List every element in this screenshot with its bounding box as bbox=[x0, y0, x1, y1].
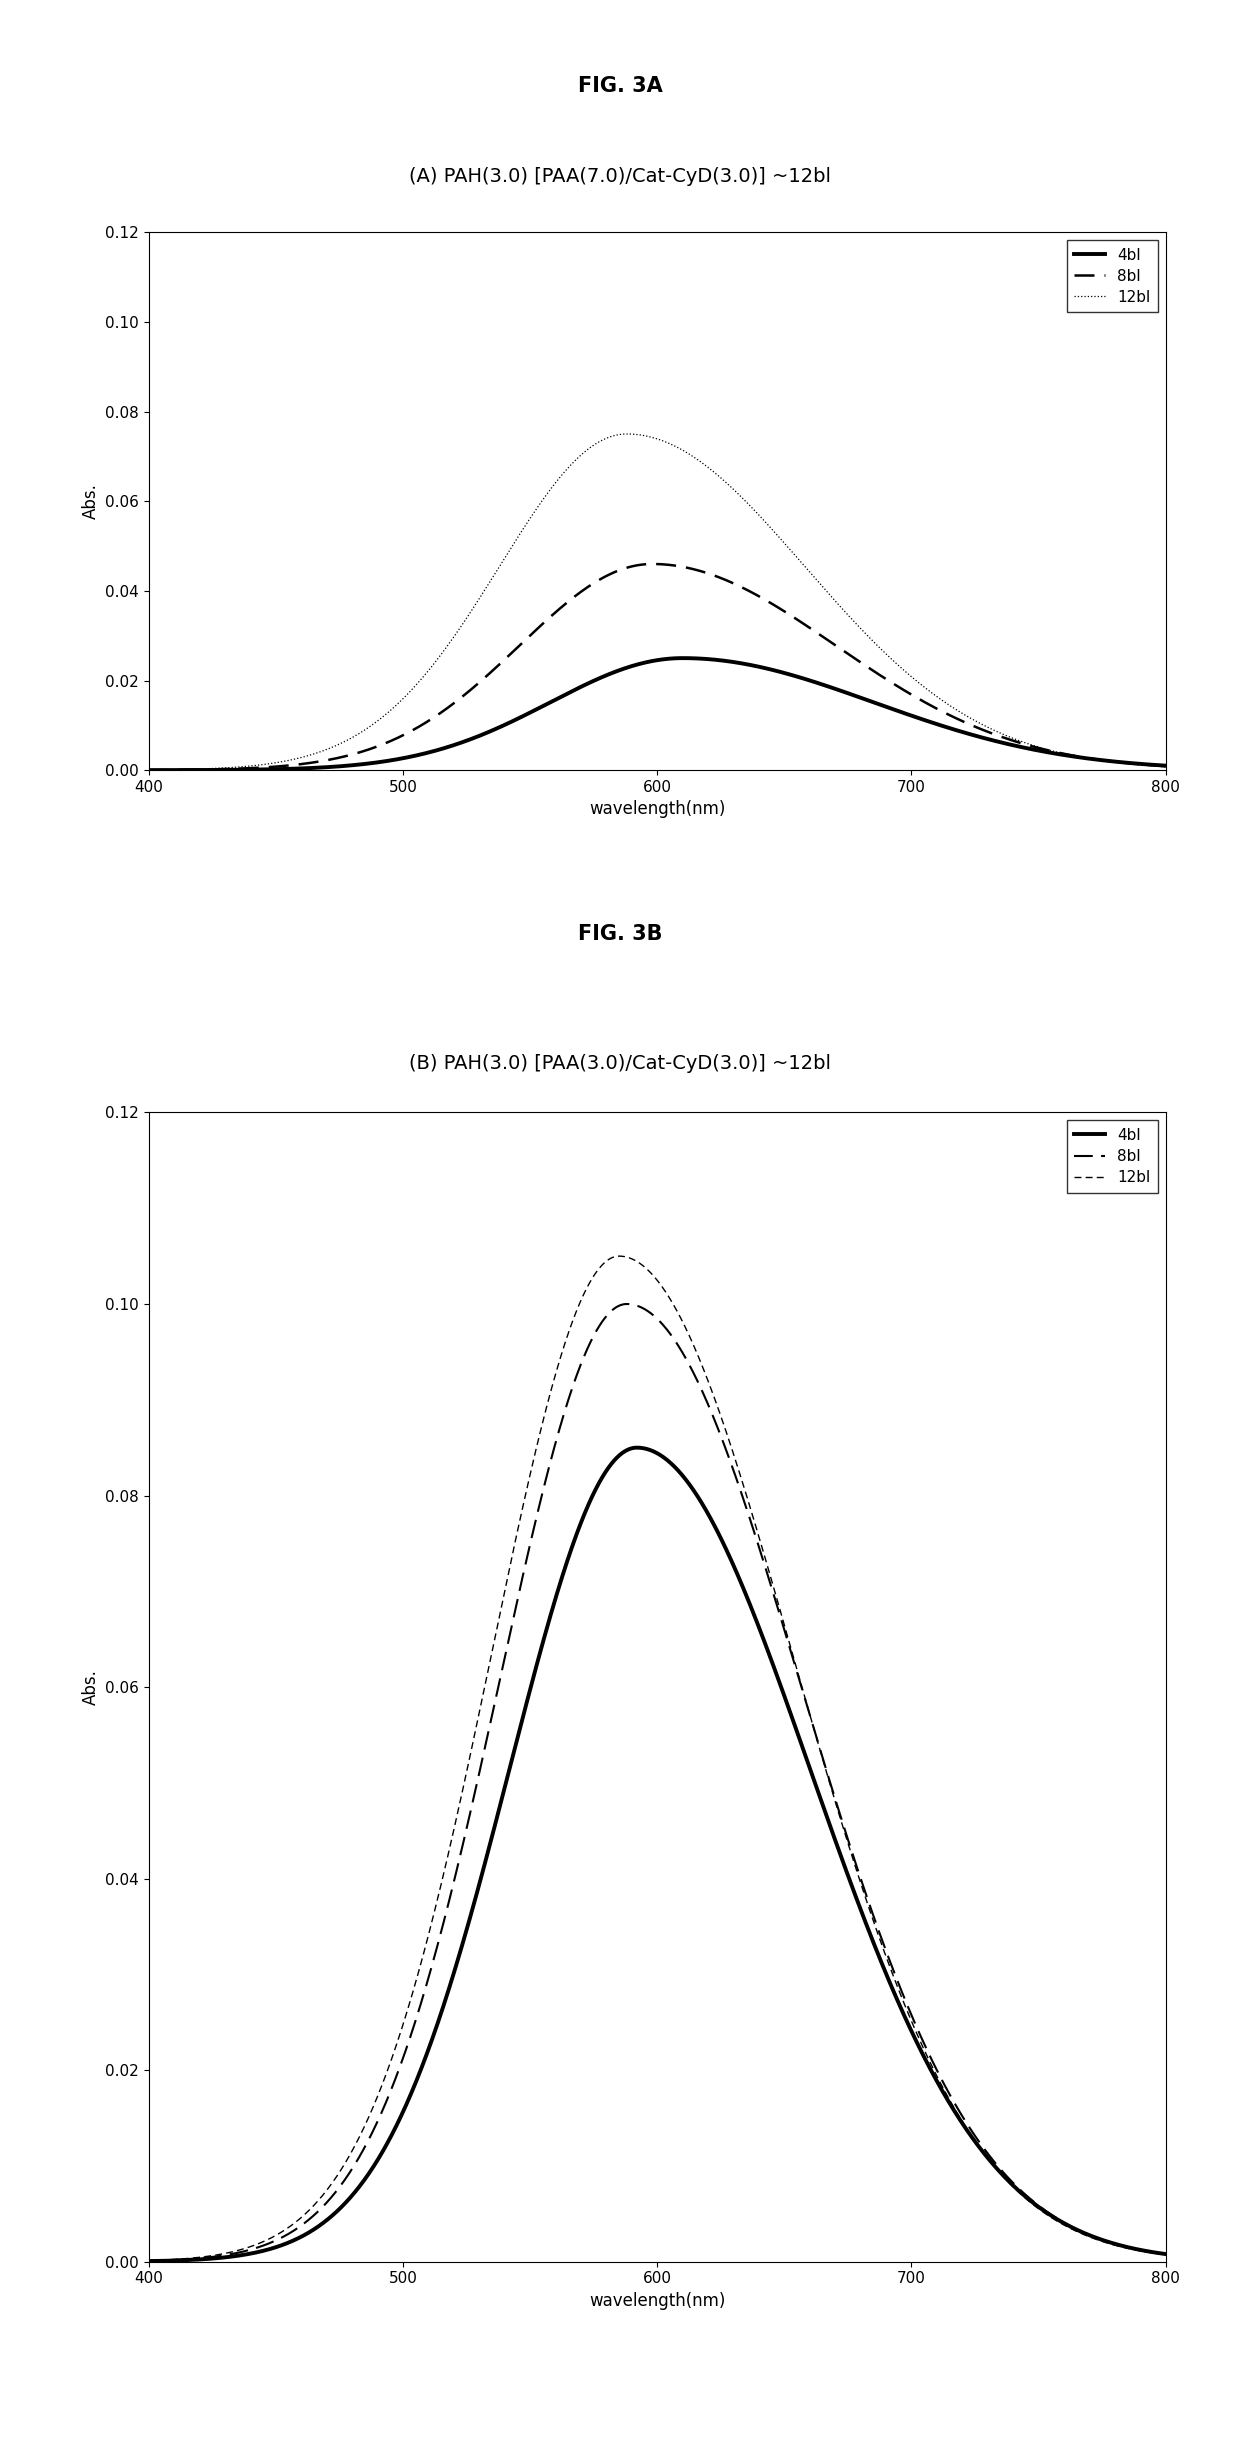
8bl bbox=[1158, 2240, 1173, 2269]
4bl bbox=[609, 658, 624, 687]
8bl bbox=[942, 702, 957, 731]
Line: 8bl: 8bl bbox=[149, 565, 1166, 770]
4bl bbox=[1130, 748, 1145, 778]
8bl bbox=[1128, 2235, 1143, 2264]
Line: 12bl: 12bl bbox=[149, 1257, 1166, 2262]
12bl bbox=[609, 421, 624, 450]
12bl bbox=[1130, 751, 1145, 780]
8bl bbox=[636, 550, 651, 579]
4bl bbox=[1158, 2240, 1173, 2269]
8bl bbox=[1130, 2235, 1145, 2264]
Text: FIG. 3B: FIG. 3B bbox=[578, 924, 662, 944]
8bl bbox=[1130, 748, 1145, 778]
12bl bbox=[193, 2242, 208, 2271]
8bl bbox=[193, 2245, 208, 2274]
4bl bbox=[1128, 2235, 1143, 2264]
8bl bbox=[609, 557, 624, 587]
Line: 12bl: 12bl bbox=[149, 435, 1166, 770]
12bl bbox=[609, 1242, 624, 1271]
4bl bbox=[942, 714, 957, 743]
8bl bbox=[141, 756, 156, 785]
4bl bbox=[1130, 2235, 1145, 2264]
Y-axis label: Abs.: Abs. bbox=[82, 1670, 99, 1704]
4bl bbox=[636, 1433, 651, 1462]
4bl bbox=[1158, 751, 1173, 780]
Y-axis label: Abs.: Abs. bbox=[82, 484, 99, 518]
Text: (B) PAH(3.0) [PAA(3.0)/Cat-CyD(3.0)] ~12bl: (B) PAH(3.0) [PAA(3.0)/Cat-CyD(3.0)] ~12… bbox=[409, 1054, 831, 1073]
12bl bbox=[141, 2247, 156, 2276]
12bl bbox=[141, 756, 156, 785]
12bl bbox=[1158, 2240, 1173, 2269]
4bl bbox=[630, 1433, 645, 1462]
12bl bbox=[1128, 751, 1143, 780]
4bl bbox=[609, 1443, 624, 1472]
8bl bbox=[1158, 751, 1173, 780]
12bl bbox=[1130, 2235, 1145, 2264]
8bl bbox=[1128, 748, 1143, 778]
Line: 4bl: 4bl bbox=[149, 1447, 1166, 2262]
4bl bbox=[141, 2247, 156, 2276]
Line: 4bl: 4bl bbox=[149, 658, 1166, 770]
12bl bbox=[942, 692, 957, 721]
8bl bbox=[609, 1293, 624, 1323]
12bl bbox=[620, 421, 635, 450]
X-axis label: wavelength(nm): wavelength(nm) bbox=[589, 800, 725, 819]
4bl bbox=[636, 648, 651, 677]
Text: (A) PAH(3.0) [PAA(7.0)/Cat-CyD(3.0)] ~12bl: (A) PAH(3.0) [PAA(7.0)/Cat-CyD(3.0)] ~12… bbox=[409, 166, 831, 186]
8bl bbox=[620, 1289, 635, 1318]
Legend: 4bl, 8bl, 12bl: 4bl, 8bl, 12bl bbox=[1066, 1120, 1158, 1193]
12bl bbox=[942, 2086, 957, 2115]
8bl bbox=[636, 1293, 651, 1323]
8bl bbox=[942, 2081, 957, 2110]
4bl bbox=[193, 2245, 208, 2274]
Line: 8bl: 8bl bbox=[149, 1303, 1166, 2262]
X-axis label: wavelength(nm): wavelength(nm) bbox=[589, 2291, 725, 2311]
4bl bbox=[942, 2088, 957, 2117]
8bl bbox=[141, 2247, 156, 2276]
8bl bbox=[193, 756, 208, 785]
4bl bbox=[193, 756, 208, 785]
Legend: 4bl, 8bl, 12bl: 4bl, 8bl, 12bl bbox=[1066, 240, 1158, 313]
12bl bbox=[611, 1242, 626, 1271]
12bl bbox=[1128, 2235, 1143, 2264]
4bl bbox=[141, 756, 156, 785]
12bl bbox=[1158, 753, 1173, 782]
4bl bbox=[676, 643, 691, 672]
12bl bbox=[636, 1252, 651, 1281]
4bl bbox=[1128, 748, 1143, 778]
12bl bbox=[636, 421, 651, 450]
Text: FIG. 3A: FIG. 3A bbox=[578, 76, 662, 95]
12bl bbox=[193, 756, 208, 785]
8bl bbox=[645, 550, 660, 579]
